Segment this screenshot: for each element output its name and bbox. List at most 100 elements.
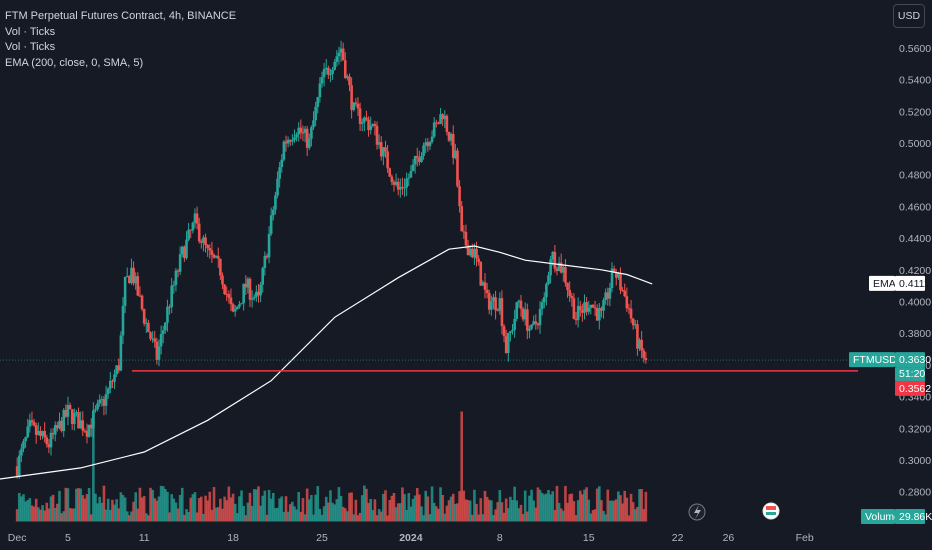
candle-body [206, 244, 209, 249]
candle-body [477, 258, 480, 263]
volume-bar [339, 496, 343, 522]
candle-body [299, 127, 303, 133]
candle-body [64, 410, 68, 417]
candle-body [174, 270, 178, 285]
candle-body [136, 276, 140, 296]
candle-body [180, 246, 184, 255]
candle-body [113, 374, 116, 382]
volume-bar [545, 493, 548, 522]
volume-bar [161, 486, 165, 522]
price-tick-label: 0.3800 [899, 328, 931, 340]
candle-body [352, 102, 356, 110]
volume-bar [379, 511, 383, 522]
candle-body [513, 318, 516, 330]
volume-bar [606, 489, 610, 522]
volume-bar [451, 493, 455, 522]
candle-body [223, 284, 226, 295]
volume-bar [77, 488, 80, 522]
candle-body [341, 48, 345, 61]
candle-body [551, 251, 555, 260]
candle-body [496, 310, 499, 312]
volume-bar [367, 502, 370, 522]
price-axis[interactable]: 0.5600 0.5400 0.5200 0.5000 0.4800 0.4600 0.44… [858, 0, 932, 550]
volume-bar [144, 513, 148, 522]
candle-body [208, 248, 212, 251]
candle-body [155, 341, 159, 360]
volume-bar [585, 487, 588, 522]
candle-body [20, 448, 23, 456]
symbol-tag: FTMUSD.P [853, 354, 907, 366]
volume-bar [60, 513, 63, 522]
countdown-tag: 51:20 [899, 368, 925, 380]
volume-bar [51, 494, 55, 522]
candle-body [587, 307, 591, 312]
candle-body [45, 437, 49, 445]
volume-bar [301, 498, 305, 522]
volume-bar [261, 495, 265, 522]
candle-body [51, 432, 55, 435]
volume-bar [399, 503, 402, 522]
candle-body [197, 223, 201, 242]
candle-body [608, 287, 612, 299]
candle-body [102, 399, 106, 406]
candle-body [403, 187, 406, 189]
volume-bar [373, 499, 377, 522]
candle-body [267, 233, 271, 258]
chart-title[interactable]: FTM Perpetual Futures Contract, 4h, BINA… [5, 10, 237, 22]
volume-bar [102, 485, 106, 522]
volume-bar [250, 505, 254, 522]
volume-bar [617, 491, 620, 522]
volume-bar [547, 489, 550, 522]
candle-body [98, 399, 102, 404]
volume-bar [481, 514, 485, 522]
candle-body [144, 322, 148, 324]
candle-body [329, 74, 332, 76]
candle-body [34, 425, 38, 435]
volume-bar [305, 488, 309, 522]
time-axis[interactable]: Dec 5 11 18 25 2024 8 15 22 26 Feb [8, 532, 814, 544]
candle-body [631, 318, 635, 326]
candle-body [581, 310, 584, 313]
ema-value-tag: 0.4111 [899, 278, 930, 290]
volume-bar [403, 494, 406, 522]
candle-body [252, 296, 256, 299]
candle-body [229, 297, 233, 305]
indicator-ema[interactable]: EMA (200, close, 0, SMA, 5) [5, 56, 144, 69]
volume-bar [350, 492, 353, 522]
volume-bar [310, 495, 313, 522]
indicator-vol-2[interactable]: Vol · Ticks [5, 41, 56, 53]
volume-bar [341, 506, 345, 522]
ema-value-tag-bg [895, 275, 925, 291]
candle-body [39, 430, 42, 436]
candle-body [562, 267, 565, 273]
price-tick-label: 0.4400 [899, 233, 931, 245]
volume-bar [79, 488, 82, 522]
volume-bar [75, 488, 78, 522]
chart-markers[interactable] [688, 502, 780, 521]
candle-body [409, 171, 413, 178]
time-tick-label: 25 [316, 532, 328, 544]
ema-path [0, 245, 653, 480]
volume-bar [68, 508, 72, 522]
volume-bar [58, 490, 61, 522]
volume-bar [598, 486, 601, 522]
candle-body [22, 441, 25, 449]
indicator-vol-1[interactable]: Vol · Ticks [5, 25, 56, 38]
volume-bar [587, 499, 591, 522]
candle-body [557, 262, 561, 271]
volume-bar [422, 515, 425, 522]
currency-button[interactable]: USD [893, 4, 925, 28]
volume-bar [291, 501, 294, 522]
candle-body [456, 150, 459, 187]
candle-body [623, 290, 627, 297]
candle-body [629, 308, 633, 319]
volume-bar [388, 500, 392, 522]
volume-bar [189, 497, 193, 522]
horizontal-line[interactable] [0, 359, 858, 372]
price-tick-label: 0.2800 [899, 487, 931, 499]
candle-body [92, 410, 95, 429]
candle-body [47, 444, 51, 448]
candle-body [161, 330, 165, 335]
candle-body [424, 142, 428, 146]
